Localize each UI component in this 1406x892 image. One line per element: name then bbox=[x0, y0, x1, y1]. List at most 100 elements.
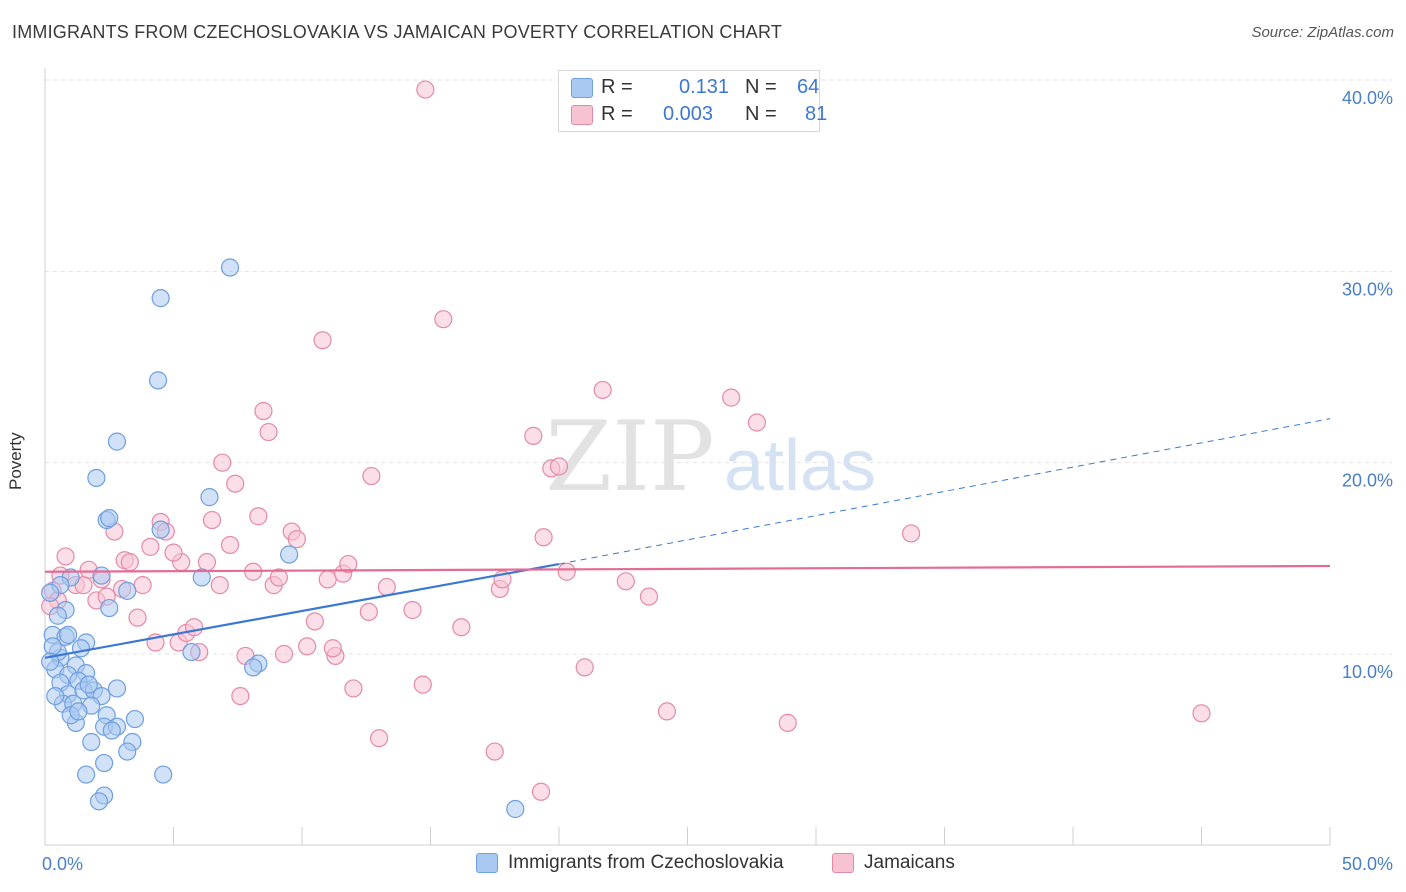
point-jamaicans bbox=[287, 530, 306, 549]
point-jamaicans bbox=[657, 702, 677, 721]
legend-item-czechoslovakia: Immigrants from Czechoslovakia bbox=[476, 852, 784, 874]
legend-swatch-blue bbox=[571, 78, 593, 98]
point-jamaicans bbox=[210, 576, 229, 595]
point-czechoslovakia bbox=[118, 742, 137, 761]
legend-n-value: 81 bbox=[805, 102, 828, 125]
point-jamaicans bbox=[313, 331, 332, 350]
point-czechoslovakia bbox=[280, 545, 299, 564]
point-jamaicans bbox=[722, 388, 741, 407]
point-jamaicans bbox=[359, 602, 378, 622]
legend-swatch-pink bbox=[571, 105, 593, 125]
point-czechoslovakia bbox=[107, 679, 127, 698]
point-czechoslovakia bbox=[148, 371, 168, 390]
point-jamaicans bbox=[593, 380, 612, 400]
point-czechoslovakia bbox=[118, 581, 137, 600]
point-jamaicans bbox=[141, 537, 160, 556]
point-jamaicans bbox=[339, 554, 358, 574]
series-legend: Immigrants from Czechoslovakia Jamaicans bbox=[0, 852, 1406, 878]
point-czechoslovakia bbox=[100, 598, 119, 618]
point-jamaicans bbox=[901, 524, 921, 543]
y-tick-label: 20.0% bbox=[1342, 471, 1393, 491]
point-czechoslovakia bbox=[59, 625, 78, 644]
point-czechoslovakia bbox=[182, 642, 201, 662]
point-jamaicans bbox=[133, 576, 152, 595]
point-czechoslovakia bbox=[506, 799, 525, 819]
point-czechoslovakia bbox=[71, 639, 91, 658]
legend-r-label: R = bbox=[601, 102, 633, 125]
point-czechoslovakia bbox=[200, 488, 219, 507]
point-czechoslovakia bbox=[43, 637, 62, 656]
point-jamaicans bbox=[120, 553, 139, 572]
point-jamaicans bbox=[639, 587, 659, 606]
legend-r-value: 0.131 bbox=[679, 75, 730, 98]
legend-item-jamaicans: Jamaicans bbox=[832, 852, 955, 874]
point-jamaicans bbox=[485, 742, 504, 761]
correlation-legend: R = 0.131 N = 64 R = 0.003 N = 81 bbox=[558, 70, 827, 132]
trend-line-czechoslovakia-extension bbox=[558, 418, 1331, 565]
legend-n-label: N = bbox=[745, 75, 777, 98]
point-jamaicans bbox=[362, 466, 381, 486]
point-jamaicans bbox=[452, 618, 471, 637]
point-jamaicans bbox=[403, 600, 422, 620]
tick-labels: 10.0% 20.0% 30.0% 40.0% 0.0% 50.0% bbox=[42, 88, 1393, 874]
point-czechoslovakia bbox=[46, 686, 65, 706]
point-jamaicans bbox=[1192, 704, 1211, 723]
point-jamaicans bbox=[531, 782, 551, 801]
y-tick-label: 40.0% bbox=[1342, 88, 1393, 108]
legend-swatch-pink bbox=[832, 853, 854, 873]
point-czechoslovakia bbox=[107, 432, 127, 451]
point-czechoslovakia bbox=[151, 289, 170, 308]
point-czechoslovakia bbox=[48, 606, 67, 625]
point-czechoslovakia bbox=[89, 792, 109, 811]
point-jamaicans bbox=[575, 658, 594, 677]
point-jamaicans bbox=[56, 547, 75, 566]
point-jamaicans bbox=[344, 679, 363, 698]
point-jamaicans bbox=[128, 608, 147, 627]
point-czechoslovakia bbox=[95, 753, 114, 773]
point-czechoslovakia bbox=[87, 468, 106, 488]
point-jamaicans bbox=[269, 568, 288, 587]
point-jamaicans bbox=[274, 644, 294, 664]
point-jamaicans bbox=[524, 426, 543, 445]
point-czechoslovakia bbox=[92, 566, 111, 585]
point-jamaicans bbox=[164, 543, 183, 562]
point-jamaicans bbox=[197, 553, 217, 572]
watermark: ZIP atlas bbox=[545, 401, 876, 513]
point-czechoslovakia bbox=[151, 520, 170, 539]
point-jamaicans bbox=[434, 310, 453, 329]
point-czechoslovakia bbox=[100, 509, 119, 528]
chart-title: IMMIGRANTS FROM CZECHOSLOVAKIA VS JAMAIC… bbox=[12, 22, 783, 42]
point-jamaicans bbox=[534, 528, 553, 547]
legend-series-name: Jamaicans bbox=[864, 852, 955, 873]
legend-r-value: 0.003 bbox=[663, 102, 714, 125]
point-jamaicans bbox=[778, 713, 797, 732]
point-jamaicans bbox=[413, 675, 432, 694]
point-jamaicans bbox=[254, 401, 273, 421]
point-jamaicans bbox=[616, 572, 635, 591]
point-jamaicans bbox=[231, 686, 250, 706]
point-jamaicans bbox=[220, 535, 240, 555]
axes bbox=[44, 68, 1331, 846]
trend-line-jamaicans bbox=[44, 564, 1331, 573]
legend-n-value: 64 bbox=[797, 75, 820, 98]
legend-n-label: N = bbox=[745, 102, 777, 125]
point-czechoslovakia bbox=[154, 765, 173, 784]
watermark-zip: ZIP bbox=[545, 401, 714, 513]
point-jamaicans bbox=[298, 637, 317, 656]
point-czechoslovakia bbox=[125, 709, 145, 729]
point-jamaicans bbox=[184, 618, 204, 637]
trend-lines bbox=[44, 418, 1331, 659]
point-jamaicans bbox=[202, 510, 222, 530]
point-czechoslovakia bbox=[102, 721, 121, 740]
point-czechoslovakia bbox=[192, 568, 211, 587]
point-jamaicans bbox=[305, 612, 324, 631]
x-tick-label: 0.0% bbox=[42, 854, 83, 874]
y-tick-label: 10.0% bbox=[1342, 662, 1393, 682]
y-tick-label: 30.0% bbox=[1342, 279, 1393, 299]
point-czechoslovakia bbox=[79, 675, 98, 694]
legend-swatch-blue bbox=[476, 853, 498, 873]
x-tick-label: 50.0% bbox=[1342, 854, 1393, 874]
point-jamaicans bbox=[226, 474, 245, 493]
point-jamaicans bbox=[557, 562, 576, 581]
